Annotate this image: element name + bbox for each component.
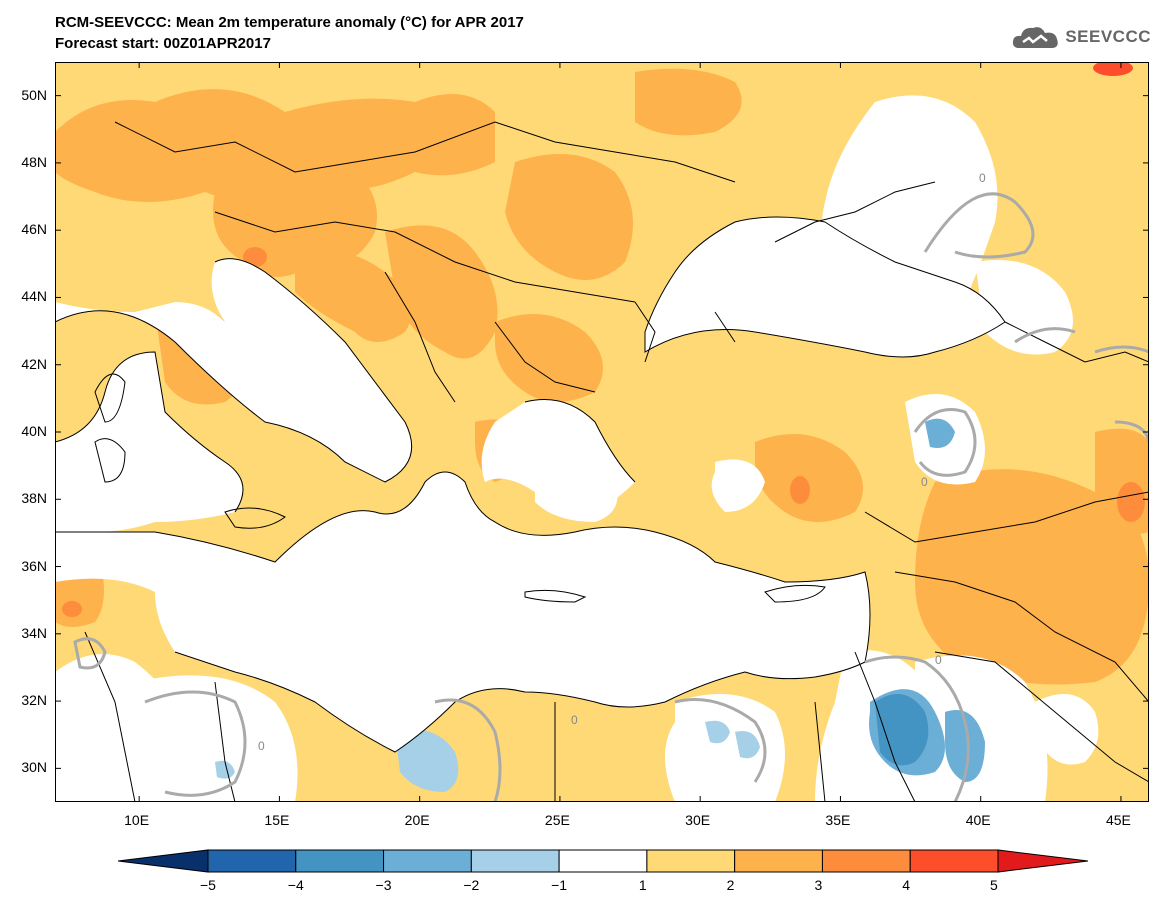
colorbar-level-label: 5 xyxy=(990,877,998,893)
colorbar-level-label: −1 xyxy=(551,877,568,893)
colorbar-segment xyxy=(997,849,1088,873)
lon-tick-label: 40E xyxy=(965,812,991,828)
tick-marks xyxy=(55,62,1149,802)
colorbar-segment xyxy=(909,849,999,873)
cloud-icon xyxy=(1013,27,1059,48)
contour-label: 0 xyxy=(258,739,265,753)
lon-tick-label: 25E xyxy=(544,812,570,828)
lat-tick-label: 40N xyxy=(21,423,47,439)
colorbar-segment xyxy=(821,849,911,873)
colorbar-segment xyxy=(118,849,209,873)
lat-tick-label: 36N xyxy=(21,557,47,574)
anomaly-map: 0 0 0 0 0 xyxy=(55,62,1149,802)
lat-tick-label: 48N xyxy=(21,153,47,170)
lon-tick-label: 30E xyxy=(685,812,711,828)
zero-contours xyxy=(73,192,1149,802)
lat-tick-label: 32N xyxy=(21,692,47,709)
contour-label: 0 xyxy=(979,171,986,185)
map-title: RCM-SEEVCCC: Mean 2m temperature anomaly… xyxy=(55,14,524,31)
colorbar-level-label: −2 xyxy=(463,877,480,893)
anomaly-4-5-spot xyxy=(1093,62,1133,76)
colorbar-segment xyxy=(734,849,823,873)
colorbar-level-label: 2 xyxy=(726,877,735,893)
colorbar-level-label: 4 xyxy=(902,877,911,893)
seevccc-logo: SEEVCCC xyxy=(1011,22,1151,52)
contour-label: 0 xyxy=(921,475,928,489)
lon-tick-label: 45E xyxy=(1105,812,1131,828)
forecast-start: Forecast start: 00Z01APR2017 xyxy=(55,35,271,52)
lat-tick-label: 30N xyxy=(21,759,47,776)
colorbar-segment xyxy=(207,849,297,873)
logo-text: SEEVCCC xyxy=(1065,27,1151,46)
lat-tick-label: 38N xyxy=(21,490,47,507)
lat-tick-label: 42N xyxy=(21,355,47,372)
lon-tick-label: 35E xyxy=(825,812,851,828)
lon-tick-label: 10E xyxy=(124,812,150,828)
lat-tick-label: 44N xyxy=(21,288,47,305)
colorbar-segment xyxy=(470,849,560,873)
sea-areas xyxy=(55,217,1005,752)
colorbar-level-label: 1 xyxy=(638,877,647,893)
colorbar xyxy=(118,849,1088,873)
colorbar-segment xyxy=(558,849,648,873)
lon-tick-label: 20E xyxy=(404,812,430,828)
colorbar-level-label: 3 xyxy=(814,877,823,893)
lat-tick-label: 50N xyxy=(21,86,47,103)
contour-label: 0 xyxy=(935,653,942,667)
negative-anomaly-regions xyxy=(215,418,985,792)
colorbar-level-label: −5 xyxy=(200,877,216,893)
coastlines-borders xyxy=(55,121,1149,802)
colorbar-segment xyxy=(295,849,385,873)
colorbar-segment xyxy=(383,849,472,873)
contour-label: 0 xyxy=(571,713,578,727)
anomaly-3-4-regions xyxy=(62,247,1145,617)
colorbar-segment xyxy=(646,849,736,873)
lat-tick-label: 46N xyxy=(21,221,47,238)
map-title-block: RCM-SEEVCCC: Mean 2m temperature anomaly… xyxy=(55,12,524,54)
lon-tick-label: 15E xyxy=(264,812,290,828)
colorbar-level-label: −4 xyxy=(287,877,304,893)
colorbar-level-label: −3 xyxy=(375,877,392,893)
lat-tick-label: 34N xyxy=(21,624,47,641)
